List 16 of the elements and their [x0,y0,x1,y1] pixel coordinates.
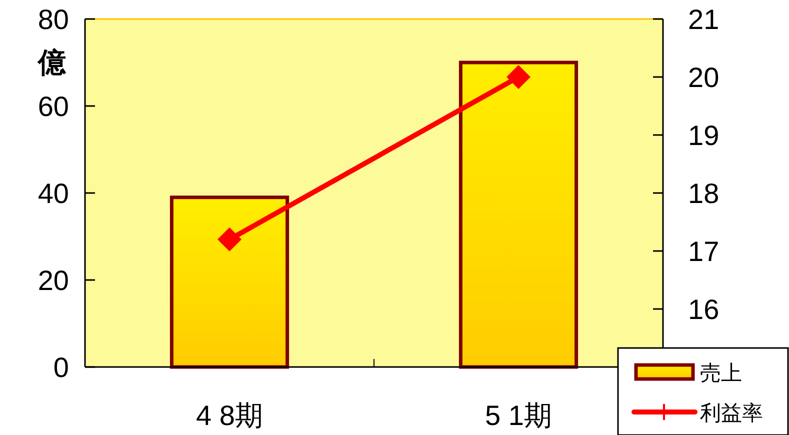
y-axis-title: 億 [37,47,67,78]
y-tick-label: 0 [53,352,69,383]
y-tick-label: 60 [38,91,69,122]
y2-tick-label: 19 [688,120,720,151]
y2-tick-label: 20 [688,62,720,93]
x-tick-label: 5 1期 [485,400,552,431]
legend-label: 利益率 [700,402,763,425]
x-tick-label: 4 8期 [196,400,263,431]
y2-tick-label: 17 [688,236,720,267]
y-tick-label: 40 [38,178,69,209]
y2-tick-label: 18 [688,178,720,209]
y2-tick-label: 16 [688,294,720,325]
legend-label: 売上 [700,362,742,385]
y2-tick-label: 21 [688,4,720,35]
y-tick-label: 20 [38,265,69,296]
y-tick-label: 80 [38,4,69,35]
